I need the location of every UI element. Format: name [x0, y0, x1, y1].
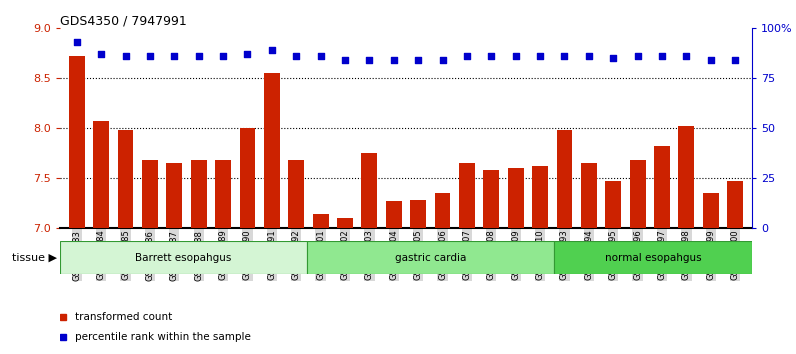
- Point: [119, 53, 132, 59]
- Bar: [703, 193, 719, 228]
- Bar: [533, 166, 548, 228]
- Text: GDS4350 / 7947991: GDS4350 / 7947991: [60, 14, 186, 27]
- Point: [631, 53, 644, 59]
- Bar: [264, 73, 279, 228]
- Point: [583, 53, 595, 59]
- Text: gastric cardia: gastric cardia: [395, 252, 466, 263]
- Text: normal esopahgus: normal esopahgus: [605, 252, 701, 263]
- Text: Barrett esopahgus: Barrett esopahgus: [135, 252, 232, 263]
- Point: [656, 53, 669, 59]
- Point: [143, 53, 156, 59]
- Bar: [313, 214, 329, 228]
- Point: [533, 53, 546, 59]
- Point: [729, 57, 742, 63]
- Bar: [410, 200, 426, 228]
- Point: [680, 53, 693, 59]
- Point: [338, 57, 351, 63]
- Bar: [93, 121, 109, 228]
- Bar: [288, 160, 304, 228]
- Point: [193, 53, 205, 59]
- Point: [314, 53, 327, 59]
- Bar: [386, 201, 402, 228]
- Point: [436, 57, 449, 63]
- Point: [412, 57, 424, 63]
- Point: [485, 53, 498, 59]
- Text: percentile rank within the sample: percentile rank within the sample: [75, 332, 251, 342]
- Bar: [556, 130, 572, 228]
- Bar: [508, 169, 524, 228]
- Bar: [166, 163, 182, 228]
- Point: [290, 53, 302, 59]
- Bar: [728, 181, 743, 228]
- Point: [558, 53, 571, 59]
- Bar: [142, 160, 158, 228]
- Point: [70, 40, 83, 45]
- Point: [217, 53, 229, 59]
- Text: transformed count: transformed count: [75, 312, 172, 322]
- Bar: [118, 130, 134, 228]
- Point: [607, 56, 619, 61]
- Bar: [654, 146, 670, 228]
- Bar: [191, 160, 207, 228]
- Bar: [337, 218, 353, 228]
- Bar: [630, 160, 646, 228]
- Bar: [60, 241, 307, 274]
- Bar: [554, 241, 752, 274]
- Point: [266, 47, 279, 53]
- Bar: [459, 163, 475, 228]
- Point: [461, 53, 474, 59]
- Point: [168, 53, 181, 59]
- Bar: [215, 160, 231, 228]
- Point: [704, 57, 717, 63]
- Point: [241, 51, 254, 57]
- Point: [363, 57, 376, 63]
- Bar: [361, 153, 377, 228]
- Bar: [240, 129, 256, 228]
- Point: [388, 57, 400, 63]
- Bar: [678, 126, 694, 228]
- Bar: [605, 181, 621, 228]
- Text: tissue ▶: tissue ▶: [12, 252, 57, 263]
- Bar: [483, 170, 499, 228]
- Point: [509, 53, 522, 59]
- Bar: [68, 56, 84, 228]
- Bar: [435, 193, 451, 228]
- Bar: [307, 241, 554, 274]
- Bar: [581, 163, 597, 228]
- Point: [95, 51, 107, 57]
